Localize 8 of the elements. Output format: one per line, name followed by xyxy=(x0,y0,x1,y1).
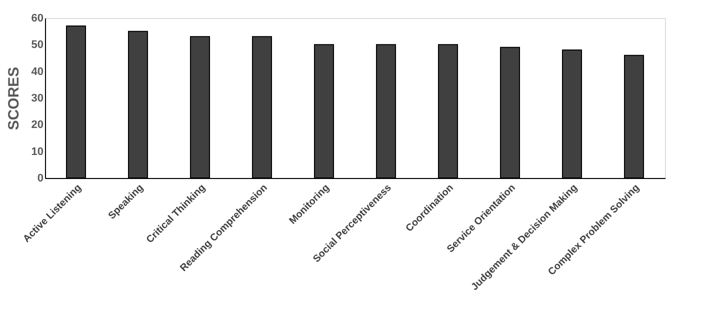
y-axis-title: SCORES xyxy=(5,66,22,130)
y-tick-label: 10 xyxy=(31,146,44,158)
y-tick-label: 0 xyxy=(37,172,44,184)
y-tick-label: 60 xyxy=(31,12,44,24)
y-tick-label: 40 xyxy=(31,66,44,78)
y-tick-label: 50 xyxy=(31,39,44,52)
y-tick-label: 30 xyxy=(31,92,44,104)
y-tick-label: 20 xyxy=(31,119,44,132)
